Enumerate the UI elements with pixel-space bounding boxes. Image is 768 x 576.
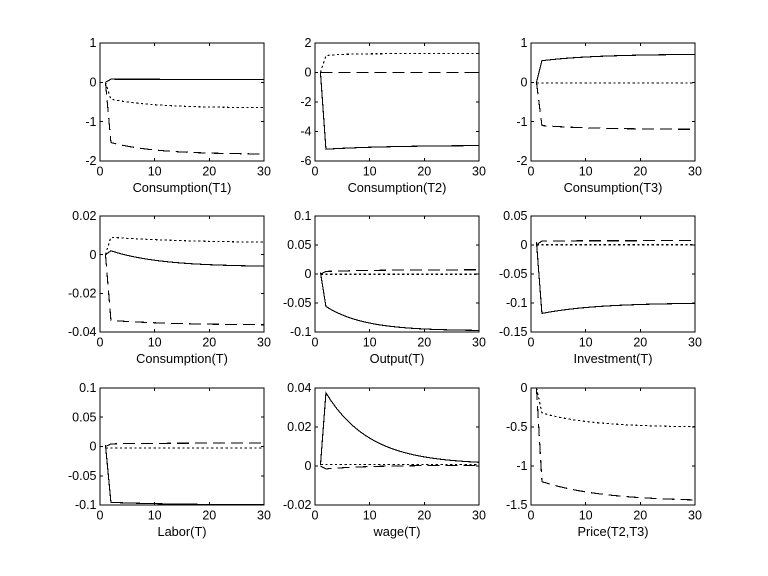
svg-text:10: 10 <box>148 509 162 523</box>
svg-text:10: 10 <box>148 336 162 350</box>
svg-text:0: 0 <box>521 381 528 395</box>
svg-text:0: 0 <box>305 66 312 80</box>
svg-text:30: 30 <box>257 165 271 179</box>
svg-text:-0.02: -0.02 <box>68 287 97 301</box>
svg-text:0: 0 <box>305 459 312 473</box>
svg-text:10: 10 <box>363 509 377 523</box>
svg-text:-4: -4 <box>300 125 311 139</box>
svg-text:-0.05: -0.05 <box>283 296 312 310</box>
svg-text:0: 0 <box>97 165 104 179</box>
svg-text:-0.15: -0.15 <box>499 325 528 339</box>
svg-text:Price(T2,T3): Price(T2,T3) <box>577 524 648 539</box>
svg-text:-1: -1 <box>516 115 527 129</box>
svg-text:30: 30 <box>688 336 702 350</box>
svg-text:0.05: 0.05 <box>72 410 96 424</box>
svg-text:0.04: 0.04 <box>287 381 311 395</box>
svg-text:Investment(T): Investment(T) <box>574 351 653 366</box>
svg-text:-0.1: -0.1 <box>506 296 528 310</box>
svg-text:-1: -1 <box>85 115 96 129</box>
svg-text:0.02: 0.02 <box>72 209 96 223</box>
svg-text:wage(T): wage(T) <box>373 524 421 539</box>
svg-text:0.1: 0.1 <box>79 381 96 395</box>
svg-text:-1.5: -1.5 <box>506 498 528 512</box>
svg-text:10: 10 <box>579 336 593 350</box>
svg-text:30: 30 <box>472 336 486 350</box>
svg-text:-0.1: -0.1 <box>290 325 312 339</box>
svg-text:-1: -1 <box>516 459 527 473</box>
svg-text:0: 0 <box>312 336 319 350</box>
svg-text:0: 0 <box>528 509 535 523</box>
svg-text:0: 0 <box>97 336 104 350</box>
svg-text:-2: -2 <box>300 95 311 109</box>
svg-text:Consumption(T): Consumption(T) <box>136 351 228 366</box>
svg-text:20: 20 <box>417 509 431 523</box>
svg-text:-0.02: -0.02 <box>283 498 312 512</box>
svg-text:-0.05: -0.05 <box>499 267 528 281</box>
svg-text:1: 1 <box>90 36 97 50</box>
svg-text:0: 0 <box>312 509 319 523</box>
svg-text:30: 30 <box>688 509 702 523</box>
svg-text:20: 20 <box>417 336 431 350</box>
svg-text:10: 10 <box>579 509 593 523</box>
svg-text:20: 20 <box>202 336 216 350</box>
svg-text:0: 0 <box>90 76 97 90</box>
svg-text:0.1: 0.1 <box>294 209 311 223</box>
svg-text:0: 0 <box>521 238 528 252</box>
svg-text:-0.04: -0.04 <box>68 325 97 339</box>
svg-text:30: 30 <box>257 336 271 350</box>
svg-text:Labor(T): Labor(T) <box>157 524 206 539</box>
svg-text:1: 1 <box>521 36 528 50</box>
svg-text:0: 0 <box>305 267 312 281</box>
svg-text:30: 30 <box>472 165 486 179</box>
svg-text:10: 10 <box>363 336 377 350</box>
svg-text:10: 10 <box>363 165 377 179</box>
svg-text:-6: -6 <box>300 154 311 168</box>
svg-text:30: 30 <box>688 165 702 179</box>
svg-text:-0.05: -0.05 <box>68 469 97 483</box>
svg-text:-2: -2 <box>85 154 96 168</box>
svg-text:0.05: 0.05 <box>287 238 311 252</box>
svg-text:0.05: 0.05 <box>503 209 527 223</box>
svg-text:20: 20 <box>202 165 216 179</box>
svg-text:-0.5: -0.5 <box>506 420 528 434</box>
svg-text:0: 0 <box>97 509 104 523</box>
svg-text:0: 0 <box>312 165 319 179</box>
svg-text:-2: -2 <box>516 154 527 168</box>
svg-text:0: 0 <box>528 336 535 350</box>
svg-text:10: 10 <box>579 165 593 179</box>
svg-text:0: 0 <box>528 165 535 179</box>
svg-text:0.02: 0.02 <box>287 420 311 434</box>
svg-text:20: 20 <box>633 509 647 523</box>
svg-text:10: 10 <box>148 165 162 179</box>
svg-text:Consumption(T3): Consumption(T3) <box>564 180 663 195</box>
svg-text:30: 30 <box>472 509 486 523</box>
svg-text:-0.1: -0.1 <box>75 498 97 512</box>
svg-text:20: 20 <box>202 509 216 523</box>
svg-text:Consumption(T2): Consumption(T2) <box>348 180 447 195</box>
svg-text:2: 2 <box>305 36 312 50</box>
svg-text:Consumption(T1): Consumption(T1) <box>133 180 232 195</box>
svg-text:0: 0 <box>90 440 97 454</box>
svg-text:20: 20 <box>633 336 647 350</box>
svg-text:20: 20 <box>633 165 647 179</box>
svg-text:0: 0 <box>521 76 528 90</box>
svg-text:30: 30 <box>257 509 271 523</box>
svg-text:0: 0 <box>90 248 97 262</box>
svg-text:Output(T): Output(T) <box>370 351 425 366</box>
svg-text:20: 20 <box>417 165 431 179</box>
